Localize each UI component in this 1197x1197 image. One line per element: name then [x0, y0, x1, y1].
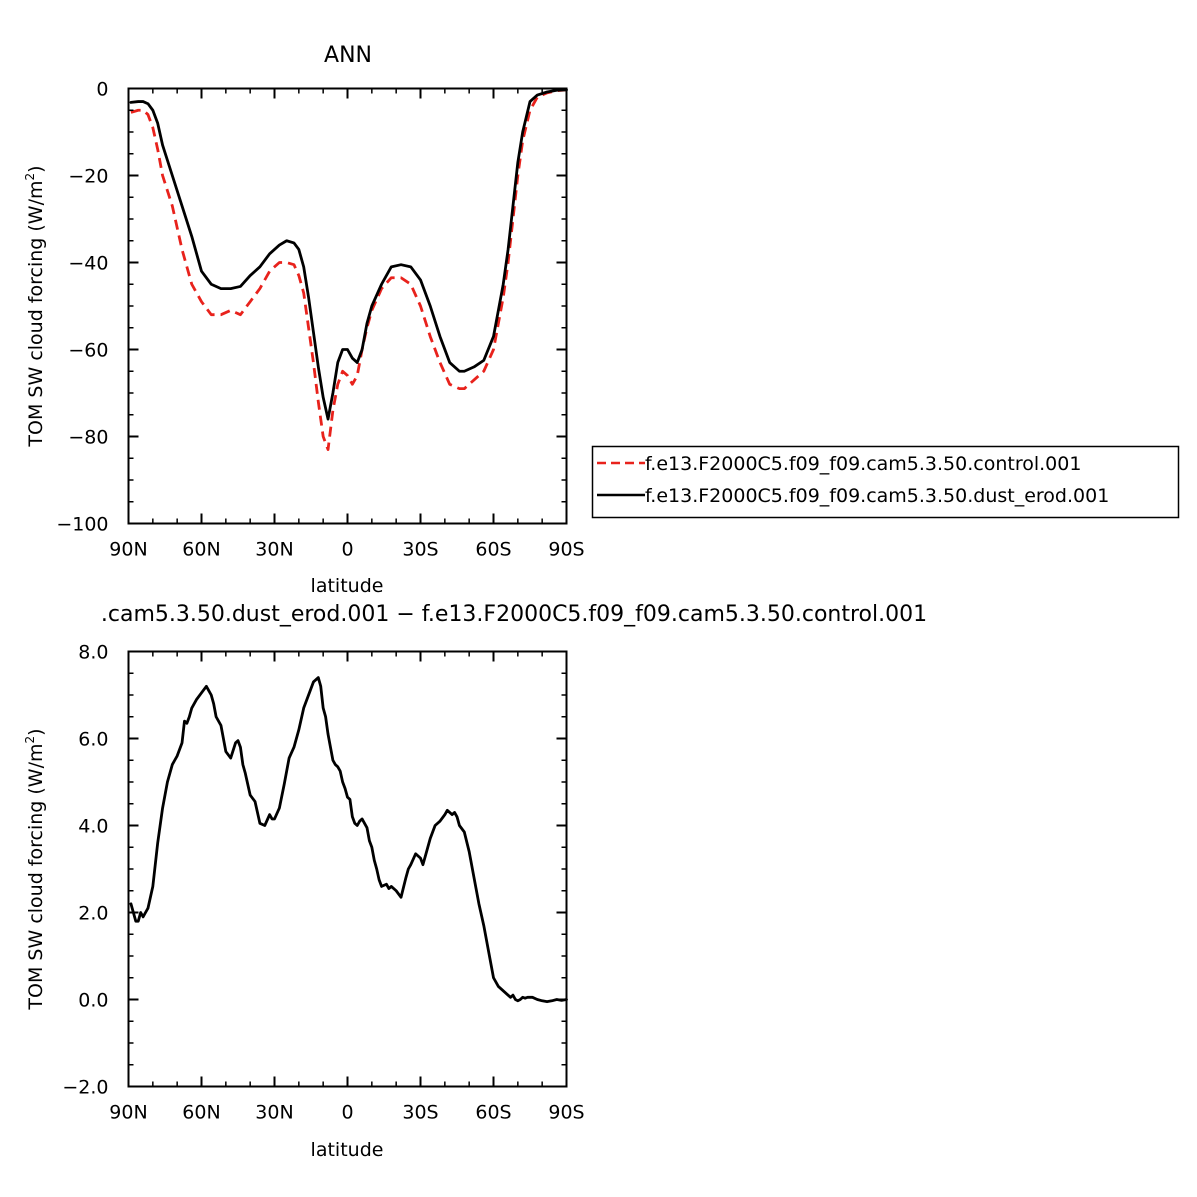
x-tick-label-top: 30S: [402, 539, 438, 561]
chart-title-bottom: .cam5.3.50.dust_erod.001 − f.e13.F2000C5…: [101, 602, 927, 627]
chart-title-top: ANN: [324, 43, 372, 68]
y-tick-label-bottom: −2.0: [62, 1077, 108, 1099]
x-axis-label-bottom: latitude: [311, 1139, 384, 1161]
series-group-bottom: [129, 676, 568, 1004]
series-line-top-1: [129, 88, 568, 421]
y-tick-label-bottom: 4.0: [78, 816, 108, 838]
y-tick-label-top: −20: [68, 166, 108, 188]
x-tick-label-bottom: 60S: [475, 1102, 511, 1124]
x-tick-label-bottom: 30S: [402, 1102, 438, 1124]
y-tick-label-bottom: 6.0: [78, 729, 108, 751]
x-axis-label-top: latitude: [311, 575, 384, 597]
y-tick-label-bottom: 8.0: [78, 642, 108, 664]
legend-label-control: f.e13.F2000C5.f09_f09.cam5.3.50.control.…: [645, 453, 1081, 475]
x-tick-label-top: 90S: [548, 539, 584, 561]
axes-top: 90N 60N 30N 0 30S 60S 90S 0 −20 −40 −60 −80 −100: [56, 79, 584, 561]
x-tick-label-top: 60S: [475, 539, 511, 561]
series-line-bottom-0: [129, 676, 568, 1004]
y-tick-label-bottom: 2.0: [78, 903, 108, 925]
y-tick-label-top: 0: [96, 79, 108, 101]
x-tick-label-top: 30N: [255, 539, 293, 561]
series-group-top: [129, 88, 568, 451]
series-line-top-0: [130, 88, 567, 451]
x-tick-label-bottom: 0: [341, 1102, 353, 1124]
x-tick-label-bottom: 30N: [255, 1102, 293, 1124]
plot-frame-bottom: [127, 650, 568, 1088]
panel-bottom: .cam5.3.50.dust_erod.001 − f.e13.F2000C5…: [23, 602, 927, 1161]
x-tick-label-top: 90N: [109, 539, 147, 561]
x-tick-label-bottom: 90S: [548, 1102, 584, 1124]
y-axis-label-bottom: TOM SW cloud forcing (W/m2): [23, 728, 47, 1010]
y-axis-label-top: TOM SW cloud forcing (W/m2): [23, 165, 47, 447]
axes-bottom: 90N 60N 30N 0 30S 60S 90S 8.0 6.0 4.0 2.0 0.0 −2.0: [62, 642, 584, 1124]
x-tick-label-top: 60N: [182, 539, 220, 561]
legend-box: [591, 445, 1180, 519]
panel-top: ANN 90N 60N 30N 0 30S 60S 90S 0 −20 −40 −60 −80 −100…: [23, 43, 585, 597]
legend-label-dust-erod: f.e13.F2000C5.f09_f09.cam5.3.50.dust_ero…: [645, 485, 1109, 507]
x-tick-label-top: 0: [341, 539, 353, 561]
legend: f.e13.F2000C5.f09_f09.cam5.3.50.control.…: [591, 445, 1180, 519]
x-tick-label-bottom: 90N: [109, 1102, 147, 1124]
y-tick-label-top: −60: [68, 340, 108, 362]
x-tick-label-bottom: 60N: [182, 1102, 220, 1124]
y-tick-label-top: −100: [56, 514, 108, 536]
y-tick-label-bottom: 0.0: [78, 990, 108, 1012]
y-tick-label-top: −40: [68, 253, 108, 275]
y-tick-label-top: −80: [68, 427, 108, 449]
